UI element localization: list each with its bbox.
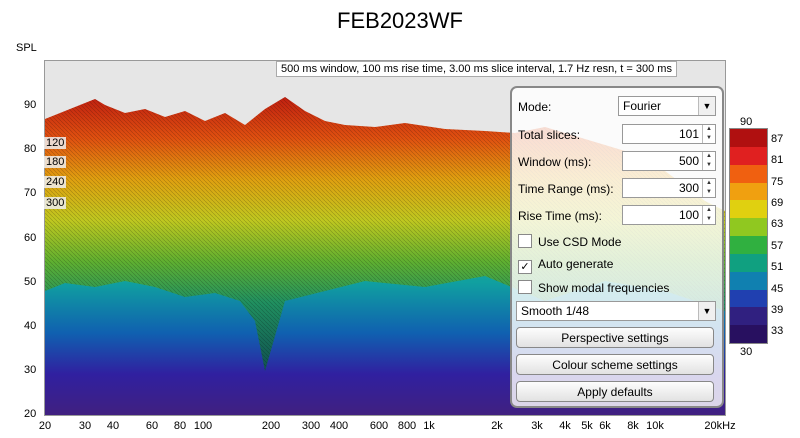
colour-scale-swatch — [730, 200, 767, 219]
colour-scale-label: 75 — [771, 175, 784, 188]
auto-generate-label: Auto generate — [538, 257, 614, 271]
spinner-icon[interactable]: ▲ ▼ — [702, 206, 715, 224]
colour-scale-label: 87 — [771, 132, 784, 145]
waterfall-controls-panel: Mode: Fourier ▼ Total slices: 101 ▲ ▼ Win… — [510, 86, 724, 408]
mode-select[interactable]: Fourier ▼ — [618, 96, 716, 116]
x-tick: 6k — [599, 420, 611, 432]
y-tick: 40 — [24, 320, 37, 332]
y-tick: 30 — [24, 364, 37, 376]
spinner-icon[interactable]: ▲ ▼ — [702, 179, 715, 197]
y-tick: 80 — [24, 143, 37, 155]
x-tick: 20 — [38, 420, 52, 432]
y-tick: 60 — [24, 232, 37, 244]
colour-scale-label: 57 — [771, 239, 784, 252]
show-modal-label: Show modal frequencies — [538, 281, 670, 295]
checkbox-icon[interactable] — [518, 280, 532, 294]
colour-scale-label: 39 — [771, 303, 784, 316]
colour-scale-swatch — [730, 129, 767, 148]
show-modal-checkbox[interactable]: Show modal frequencies — [518, 280, 669, 295]
colour-scale-swatch — [730, 271, 767, 290]
slice-time-label: 240 — [44, 176, 67, 188]
use-csd-checkbox[interactable]: Use CSD Mode — [518, 234, 621, 249]
time-range-value: 300 — [678, 181, 699, 195]
smoothing-value: Smooth 1/48 — [521, 304, 590, 318]
analysis-info-label: 500 ms window, 100 ms rise time, 3.00 ms… — [276, 61, 677, 77]
x-tick: 300 — [301, 420, 321, 432]
y-tick: 90 — [24, 99, 37, 111]
x-tick: 80 — [173, 420, 187, 432]
x-tick: 40 — [106, 420, 120, 432]
total-slices-label: Total slices: — [518, 128, 581, 142]
apply-defaults-button[interactable]: Apply defaults — [516, 381, 714, 402]
rise-time-field[interactable]: 100 ▲ ▼ — [622, 205, 716, 225]
spinner-icon[interactable]: ▲ ▼ — [702, 125, 715, 143]
y-tick: 50 — [24, 276, 37, 288]
chevron-down-icon[interactable]: ▼ — [698, 97, 715, 115]
window-field[interactable]: 500 ▲ ▼ — [622, 151, 716, 171]
total-slices-value: 101 — [678, 127, 699, 141]
x-tick: 4k — [559, 420, 571, 432]
total-slices-field[interactable]: 101 ▲ ▼ — [622, 124, 716, 144]
window-label: Window (ms): — [518, 155, 592, 169]
window-value: 500 — [678, 154, 699, 168]
smoothing-select[interactable]: Smooth 1/48 ▼ — [516, 301, 716, 321]
colour-scale-swatch — [730, 289, 767, 308]
y-axis-label: SPL — [16, 42, 37, 54]
time-range-label: Time Range (ms): — [518, 182, 614, 196]
x-tick: 10k — [646, 420, 664, 432]
auto-generate-checkbox[interactable]: ✓ Auto generate — [518, 257, 613, 274]
x-tick: 20kHz — [704, 420, 736, 432]
colour-scale-label: 69 — [771, 196, 784, 209]
chart-title: FEB2023WF — [337, 8, 463, 33]
perspective-settings-button[interactable]: Perspective settings — [516, 327, 714, 348]
colour-scale-label: 45 — [771, 282, 784, 295]
colour-scale-swatch — [730, 253, 767, 273]
x-tick: 200 — [261, 420, 281, 432]
y-tick: 70 — [24, 187, 37, 199]
colour-scale-label: 33 — [771, 325, 784, 338]
chevron-down-icon[interactable]: ▼ — [698, 302, 715, 320]
x-tick: 2k — [491, 420, 503, 432]
colour-scale-swatch — [730, 218, 767, 237]
x-tick: 1k — [423, 420, 435, 432]
colour-scale-swatch — [730, 182, 767, 201]
x-tick: 8k — [627, 420, 639, 432]
time-range-field[interactable]: 300 ▲ ▼ — [622, 178, 716, 198]
colour-scale-label: 63 — [771, 218, 784, 231]
x-tick: 3k — [531, 420, 543, 432]
x-tick: 400 — [329, 420, 349, 432]
use-csd-label: Use CSD Mode — [538, 235, 622, 249]
colour-scale-swatch — [730, 236, 767, 255]
rise-time-label: Rise Time (ms): — [518, 209, 602, 223]
mode-value: Fourier — [623, 99, 662, 113]
colour-scale-label: 30 — [740, 346, 753, 358]
x-tick: 60 — [145, 420, 159, 432]
x-tick: 100 — [193, 420, 213, 432]
colour-scale-swatch — [730, 146, 767, 166]
y-tick: 20 — [24, 408, 37, 420]
colour-scale-swatch — [730, 325, 767, 344]
rise-time-value: 100 — [678, 208, 699, 222]
x-tick: 600 — [369, 420, 389, 432]
spinner-icon[interactable]: ▲ ▼ — [702, 152, 715, 170]
slice-time-label: 180 — [44, 156, 67, 168]
colour-scheme-settings-button[interactable]: Colour scheme settings — [516, 354, 714, 375]
colour-scale-label: 90 — [740, 116, 753, 128]
mode-label: Mode: — [518, 100, 552, 114]
x-tick: 800 — [397, 420, 417, 432]
slice-time-label: 300 — [44, 197, 67, 209]
checkbox-icon[interactable] — [518, 234, 532, 248]
checkmark-icon[interactable]: ✓ — [518, 260, 532, 274]
colour-scale-label: 81 — [771, 154, 784, 167]
x-tick: 5k — [581, 420, 593, 432]
slice-time-label: 120 — [44, 137, 67, 149]
colour-scale-swatch — [730, 164, 767, 183]
colour-scale-label: 51 — [771, 261, 784, 274]
x-tick: 30 — [78, 420, 92, 432]
colour-scale — [729, 128, 768, 344]
colour-scale-swatch — [730, 307, 767, 326]
